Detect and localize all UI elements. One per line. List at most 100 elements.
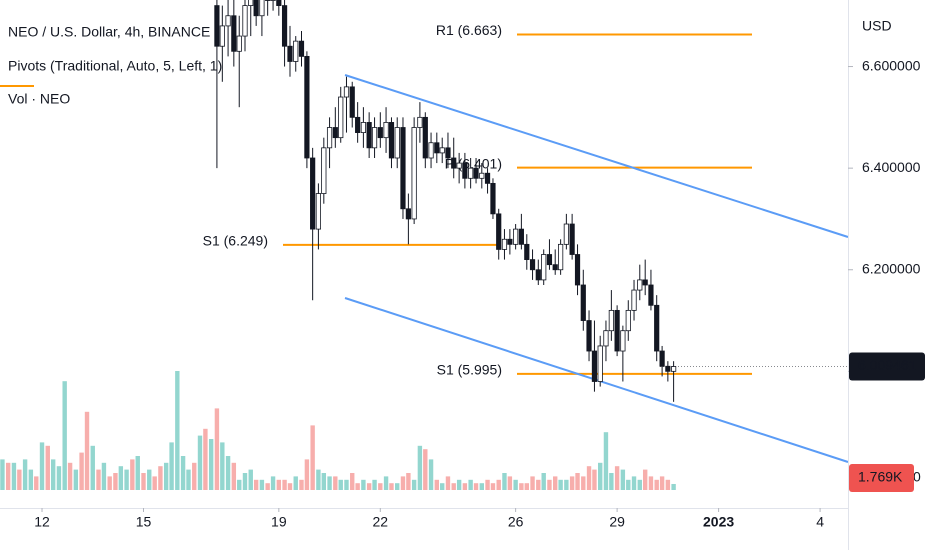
candle-body [529,259,536,271]
volume-bar [614,466,620,490]
volume-bar [22,459,28,490]
volume-bar [496,479,501,490]
volume-bar [67,462,73,490]
volume-bar [39,442,45,490]
volume-bar [321,473,327,490]
candle-body [383,122,389,139]
candle-body [558,243,564,271]
volume-bar [665,479,671,490]
candle-body [659,350,665,367]
candle-body [366,122,372,149]
volume-bar [5,462,11,490]
volume-bar [50,459,56,490]
volume-bar [45,445,50,490]
x-tick-label: 26 [508,514,524,530]
candle-body [405,208,411,220]
legend: NEO / U.S. Dollar, 4h, BINANCE Pivots (T… [0,18,892,107]
volume-bar [434,479,440,490]
volume-bar [671,483,676,490]
candle-body [546,254,553,266]
candle-body [388,122,395,159]
volume-bar [626,479,631,490]
candle-body [451,157,457,169]
y-tick-label: 6.200000 [862,260,921,276]
x-tick-label: 22 [373,514,389,530]
volume-bar [62,381,67,490]
volume-bar [101,462,107,490]
volume-bar [524,483,529,490]
candle-body [276,0,282,6]
candle-body [563,223,569,245]
volume-bar [581,476,586,490]
candle-body [507,238,513,245]
candle-body [665,365,671,372]
candle-body [654,304,660,352]
candle-body [637,279,643,291]
volume-bar [361,479,366,490]
candle-body [456,162,462,169]
volume-bar [530,476,535,490]
volume-bar [169,442,174,490]
volume-bar [366,483,372,490]
volume-bar [400,476,406,490]
candle-body [625,309,631,332]
volume-bar [338,479,343,490]
volume-bar [395,483,400,490]
volume-bar [350,473,355,490]
price-tag [849,352,925,381]
volume-bar [648,476,654,490]
candle-body [496,213,502,250]
candle-body [434,142,440,154]
volume-bar [107,476,112,490]
volume-bar [299,479,304,490]
x-tick-label: 29 [609,514,625,530]
volume-bar [130,459,135,490]
pivot-label: S1 (6.249) [203,233,268,249]
volume-tag-label: 1.769K [858,469,903,485]
volume-bar [310,425,315,490]
volume-bar [186,469,191,490]
vol-tick-label: 0 [913,469,921,485]
x-tick-label: 12 [34,514,50,530]
candle-body [225,15,231,27]
candle-body [428,142,434,159]
volume-bar [659,476,665,490]
volume-bar [462,483,468,490]
volume-bar [553,476,558,490]
volume-bar [56,466,62,490]
pivot-layer: R1 (6.663)P (6.401)S1 (6.249)S1 (5.995) [203,22,752,378]
volume-bar [485,479,490,490]
volume-bar [609,473,614,490]
x-tick-label: 15 [136,514,152,530]
candle-body [259,0,265,17]
candle-body [377,127,383,139]
volume-bar [152,476,157,490]
candle-body [422,116,428,159]
candle-body [343,86,350,98]
volume-bar [84,411,90,490]
candle-body [411,127,417,220]
candle-body [321,147,327,194]
candle-body [371,127,378,149]
candle-body [552,264,558,271]
candle-body [648,284,654,306]
volume-bar [383,476,389,490]
price-axis-bg [848,0,932,550]
candle-body [298,40,305,57]
candle-body [248,0,254,6]
volume-bar [620,469,626,490]
volume-bar [654,479,659,490]
volume-bar [564,479,569,490]
channel-upper [344,74,849,238]
volume-layer [0,371,676,490]
volume-bar [507,476,513,490]
volume-bar [451,483,456,490]
candle-body [569,223,575,255]
volume-bar [423,449,428,490]
volume-bar [327,476,332,490]
volume-bar [502,473,507,490]
candle-body [501,238,508,250]
volume-bar [304,459,310,490]
y-tick-label: 6.400000 [862,159,921,175]
